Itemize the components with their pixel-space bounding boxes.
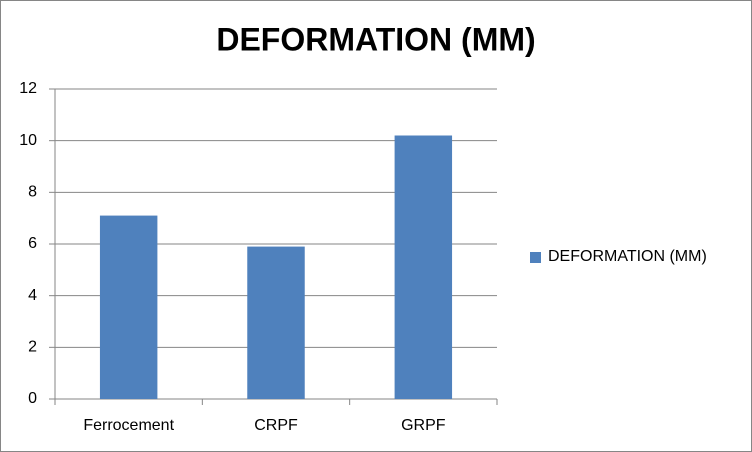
chart-title: DEFORMATION (MM) xyxy=(216,21,535,57)
bar xyxy=(99,215,158,399)
y-tick-label: 12 xyxy=(19,80,37,97)
y-tick-label: 10 xyxy=(19,132,37,149)
x-tick-label: Ferrocement xyxy=(83,417,174,434)
y-tick-label: 2 xyxy=(28,339,37,356)
bar xyxy=(394,135,453,399)
x-tick-label: GRPF xyxy=(401,417,446,434)
y-tick-label: 0 xyxy=(28,390,37,407)
x-tick-label: CRPF xyxy=(254,417,298,434)
legend-label: DEFORMATION (MM) xyxy=(548,248,707,265)
legend-swatch xyxy=(530,252,541,263)
y-tick-label: 4 xyxy=(28,287,37,304)
bar xyxy=(247,246,305,399)
y-tick-label: 6 xyxy=(28,235,37,252)
y-tick-label: 8 xyxy=(28,184,37,201)
